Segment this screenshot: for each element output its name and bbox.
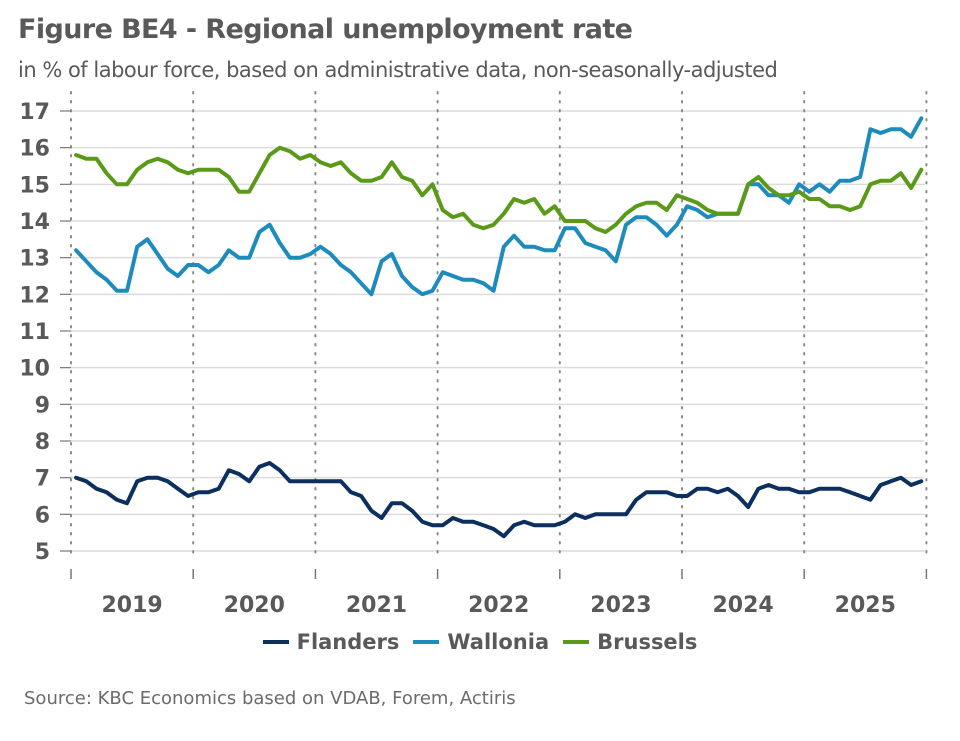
x-tick-label: 2022: [468, 593, 529, 618]
legend-swatch-flanders: [262, 640, 289, 644]
legend-swatch-brussels: [563, 640, 590, 644]
x-tick-label: 2021: [346, 593, 407, 618]
y-tick-label: 5: [35, 540, 50, 565]
y-tick-label: 13: [19, 247, 50, 272]
legend-label-wallonia: Wallonia: [447, 630, 550, 654]
y-tick-label: 10: [19, 357, 50, 382]
y-tick-label: 11: [19, 320, 50, 345]
year-separators: [70, 91, 928, 560]
x-tick-label: 2025: [835, 593, 896, 618]
legend-swatch-wallonia: [413, 640, 440, 644]
y-tick-label: 8: [35, 430, 50, 455]
y-tick-label: 15: [19, 173, 50, 198]
series-lines: [74, 116, 924, 539]
y-tick-label: 14: [19, 210, 50, 235]
series-line-wallonia: [74, 116, 924, 297]
y-tick-label: 17: [19, 100, 50, 125]
legend-item-brussels[interactable]: Brussels: [563, 630, 697, 654]
y-tick-label: 12: [19, 283, 50, 308]
x-axis: 2019 2020 2021 2022 2023 2024 2025: [70, 569, 928, 618]
gridlines: [71, 110, 925, 552]
y-axis: 5 6 7 8 9 10 11 12 13 14 15 16 17: [19, 100, 71, 565]
y-tick-label: 16: [19, 137, 50, 162]
y-tick-label: 9: [35, 393, 50, 418]
y-tick-label: 7: [35, 467, 50, 492]
y-tick-label: 6: [35, 503, 50, 528]
chart-subtitle: in % of labour force, based on administr…: [18, 58, 778, 82]
x-tick-label: 2020: [224, 593, 285, 618]
legend-label-flanders: Flanders: [296, 630, 400, 654]
legend-label-brussels: Brussels: [597, 630, 698, 654]
legend-item-wallonia[interactable]: Wallonia: [413, 630, 549, 654]
series-line-brussels: [74, 145, 924, 234]
legend-item-flanders[interactable]: Flanders: [262, 630, 400, 654]
x-tick-label: 2019: [101, 593, 162, 618]
source-note: Source: KBC Economics based on VDAB, For…: [24, 688, 516, 709]
chart-title: Figure BE4 - Regional unemployment rate: [18, 14, 633, 45]
series-line-flanders: [74, 461, 924, 539]
legend: Flanders Wallonia Brussels: [0, 630, 960, 654]
x-tick-label: 2024: [712, 593, 773, 618]
x-tick-label: 2023: [590, 593, 651, 618]
